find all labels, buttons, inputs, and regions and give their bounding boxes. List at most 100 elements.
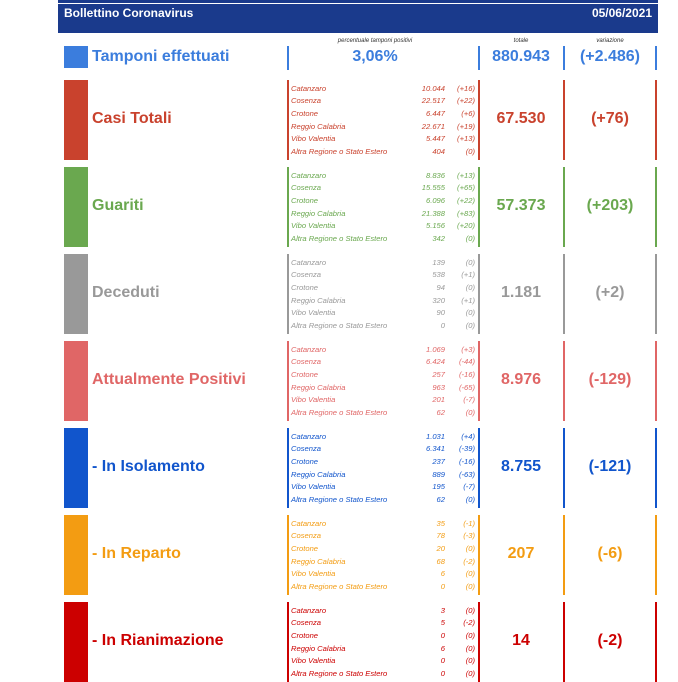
category-row: Attualmente Positivi Catanzaro 1.069 (+3) Co… xyxy=(0,341,678,421)
category-row: - In Isolamento Catanzaro 1.031 (+4) Cosenza… xyxy=(0,428,678,508)
tamponi-percent: 3,06% xyxy=(352,48,398,65)
category-total: 207 xyxy=(507,545,535,562)
province-change: (+20) xyxy=(457,221,475,231)
province-change: (0) xyxy=(465,656,475,666)
province-value: 6.424 xyxy=(425,357,445,367)
province-breakdown: Catanzaro 8.836 (+13) Cosenza 15.555 (+65) Cro… xyxy=(291,169,476,245)
province-name: Crotone xyxy=(291,282,319,292)
column-separator xyxy=(478,602,480,682)
header-band xyxy=(58,22,658,33)
province-name: Crotone xyxy=(291,369,319,379)
province-value: 20 xyxy=(436,543,445,553)
province-change: (-16) xyxy=(458,369,475,379)
column-separator xyxy=(563,341,565,421)
province-line: Cosenza 5 (-2) xyxy=(291,617,476,630)
province-line: Cosenza 22.517 (+22) xyxy=(291,95,476,108)
province-change: (-3) xyxy=(463,531,475,541)
province-value: 0 xyxy=(440,320,445,330)
province-name: Cosenza xyxy=(291,357,321,367)
column-separator xyxy=(563,515,565,595)
category-variation: (+203) xyxy=(586,197,634,214)
province-line: Crotone 257 (-16) xyxy=(291,368,476,381)
province-change: (0) xyxy=(465,569,475,579)
province-name: Vibo Valentia xyxy=(291,656,336,666)
province-change: (0) xyxy=(465,630,475,640)
province-change: (-2) xyxy=(463,618,475,628)
province-value: 62 xyxy=(436,407,445,417)
province-change: (+19) xyxy=(457,121,475,131)
column-separator xyxy=(563,602,565,682)
province-value: 0 xyxy=(440,656,445,666)
category-row: Guariti Catanzaro 8.836 (+13) Cosenza 15.555 (… xyxy=(0,167,678,247)
province-change: (0) xyxy=(465,257,475,267)
province-value: 404 xyxy=(432,146,445,156)
category-title: Guariti xyxy=(92,197,144,214)
province-change: (0) xyxy=(465,282,475,292)
province-change: (+1) xyxy=(461,270,475,280)
category-row: - In Rianimazione Catanzaro 3 (0) Cosenza 5 (-… xyxy=(0,602,678,682)
province-line: Crotone 0 (0) xyxy=(291,629,476,642)
province-value: 8.836 xyxy=(425,170,445,180)
province-name: Reggio Calabria xyxy=(291,208,346,218)
province-value: 342 xyxy=(432,233,445,243)
column-separator xyxy=(287,167,289,247)
province-change: (+6) xyxy=(461,108,475,118)
province-line: Cosenza 78 (-3) xyxy=(291,530,476,543)
province-name: Altra Regione o Stato Estero xyxy=(291,494,388,504)
province-name: Crotone xyxy=(291,456,319,466)
province-change: (-65) xyxy=(458,382,475,392)
province-value: 1.031 xyxy=(425,431,445,441)
province-name: Reggio Calabria xyxy=(291,643,346,653)
province-line: Vibo Valentia 5.156 (+20) xyxy=(291,219,476,232)
province-change: (-39) xyxy=(458,444,475,454)
province-change: (-63) xyxy=(458,469,475,479)
variation-label: variazione xyxy=(596,38,624,44)
province-line: Reggio Calabria 963 (-65) xyxy=(291,381,476,394)
province-line: Vibo Valentia 195 (-7) xyxy=(291,480,476,493)
province-value: 3 xyxy=(440,605,445,615)
column-separator xyxy=(563,428,565,508)
province-line: Cosenza 538 (+1) xyxy=(291,269,476,282)
province-change: (+16) xyxy=(457,83,475,93)
province-line: Catanzaro 35 (-1) xyxy=(291,517,476,530)
category-variation: (-2) xyxy=(597,632,623,649)
province-value: 5.156 xyxy=(425,221,445,231)
province-line: Altra Regione o Stato Estero 62 (0) xyxy=(291,493,476,506)
province-name: Cosenza xyxy=(291,183,321,193)
province-value: 6.341 xyxy=(425,444,445,454)
province-value: 5 xyxy=(440,618,445,628)
province-change: (-16) xyxy=(458,456,475,466)
province-name: Catanzaro xyxy=(291,83,327,93)
province-line: Altra Regione o Stato Estero 342 (0) xyxy=(291,232,476,245)
column-separator xyxy=(287,515,289,595)
tamponi-swatch xyxy=(64,46,88,68)
province-name: Reggio Calabria xyxy=(291,556,346,566)
column-separator xyxy=(287,602,289,682)
category-swatch xyxy=(64,254,88,334)
tamponi-variation: (+2.486) xyxy=(579,48,641,65)
province-value: 963 xyxy=(432,382,445,392)
province-name: Catanzaro xyxy=(291,257,327,267)
province-change: (0) xyxy=(465,407,475,417)
province-line: Reggio Calabria 320 (+1) xyxy=(291,294,476,307)
province-name: Catanzaro xyxy=(291,431,327,441)
province-change: (+22) xyxy=(457,195,475,205)
province-line: Altra Regione o Stato Estero 0 (0) xyxy=(291,319,476,332)
report-header: Bollettino Coronavirus 05/06/2021 xyxy=(58,4,658,22)
province-line: Catanzaro 1.031 (+4) xyxy=(291,430,476,443)
province-line: Crotone 20 (0) xyxy=(291,542,476,555)
province-change: (+22) xyxy=(457,96,475,106)
province-change: (+3) xyxy=(461,344,475,354)
category-variation: (-6) xyxy=(597,545,623,562)
tamponi-total: 880.943 xyxy=(492,48,550,65)
column-separator xyxy=(287,341,289,421)
column-separator xyxy=(655,80,657,160)
province-line: Vibo Valentia 0 (0) xyxy=(291,654,476,667)
province-line: Crotone 237 (-16) xyxy=(291,455,476,468)
category-swatch xyxy=(64,167,88,247)
category-total: 67.530 xyxy=(496,110,546,127)
tamponi-separator xyxy=(287,46,289,70)
province-line: Vibo Valentia 201 (-7) xyxy=(291,393,476,406)
province-name: Cosenza xyxy=(291,531,321,541)
province-change: (0) xyxy=(465,233,475,243)
